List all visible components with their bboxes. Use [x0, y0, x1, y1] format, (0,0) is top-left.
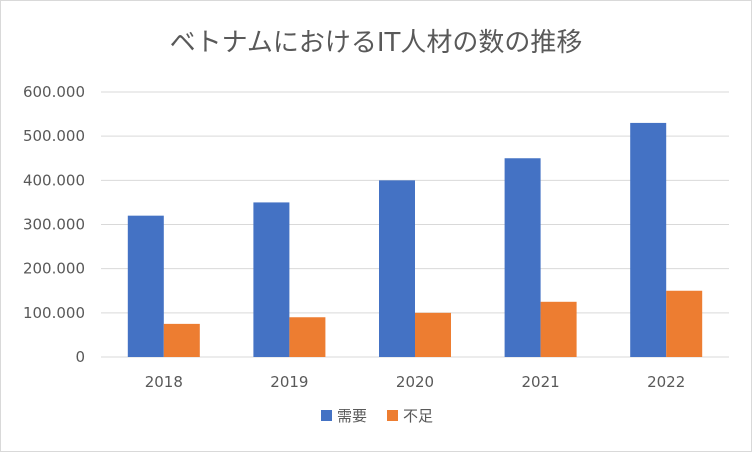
bar-不足-2021 — [540, 301, 577, 357]
x-tick-label: 2020 — [396, 373, 434, 391]
y-axis-tick-labels: 0 100.000 200.000 300.000 400.000 500.000 600.… — [23, 83, 85, 366]
legend: 需要 不足 — [321, 407, 433, 425]
legend-swatch-不足 — [387, 410, 398, 421]
legend-swatch-需要 — [321, 410, 332, 421]
x-axis-tick-labels: 2018 2019 2020 2021 2022 — [145, 373, 686, 391]
bar-不足-2018 — [163, 323, 200, 357]
bar-需要-2021 — [504, 158, 541, 357]
bar-不足-2022 — [666, 290, 703, 357]
x-tick-label: 2021 — [522, 373, 560, 391]
y-tick-label: 600.000 — [23, 83, 85, 101]
legend-label: 不足 — [403, 407, 433, 425]
x-tick-label: 2019 — [270, 373, 308, 391]
y-tick-label: 200.000 — [23, 260, 85, 278]
y-tick-label: 100.000 — [23, 304, 85, 322]
y-tick-label: 300.000 — [23, 216, 85, 234]
y-tick-label: 0 — [75, 348, 85, 366]
y-tick-label: 500.000 — [23, 127, 85, 145]
chart-title: ベトナムにおけるIT人材の数の推移 — [170, 28, 583, 58]
bar-不足-2020 — [415, 312, 451, 357]
legend-label: 需要 — [337, 407, 367, 425]
x-tick-label: 2022 — [647, 373, 685, 391]
bars — [127, 122, 703, 358]
y-tick-label: 400.000 — [23, 171, 85, 189]
bar-需要-2019 — [253, 202, 290, 357]
bar-需要-2018 — [127, 215, 164, 357]
bar-需要-2020 — [379, 180, 415, 357]
bar-不足-2019 — [289, 317, 326, 357]
x-tick-label: 2018 — [145, 373, 183, 391]
bar-需要-2022 — [630, 122, 667, 358]
